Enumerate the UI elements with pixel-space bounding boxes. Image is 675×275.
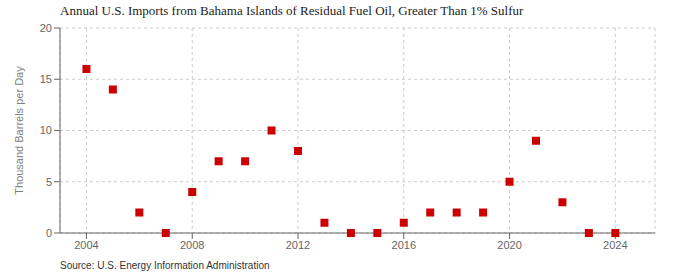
svg-text:2020: 2020 (497, 239, 521, 251)
svg-text:20: 20 (40, 22, 52, 34)
svg-text:0: 0 (46, 227, 52, 239)
svg-text:5: 5 (46, 176, 52, 188)
svg-text:10: 10 (40, 124, 52, 136)
svg-text:2024: 2024 (603, 239, 627, 251)
svg-text:15: 15 (40, 73, 52, 85)
svg-text:Thousand Barrels per Day: Thousand Barrels per Day (13, 66, 25, 195)
html-text:Source: U.S. Energy Informatio: Source: U.S. Energy Information Administ… (60, 260, 270, 271)
svg-text:2004: 2004 (74, 239, 98, 251)
svg-text:2012: 2012 (286, 239, 310, 251)
svg-text:2016: 2016 (392, 239, 416, 251)
html-text:Annual U.S. Imports from Baham: Annual U.S. Imports from Bahama Islands … (60, 3, 524, 18)
svg-text:2008: 2008 (180, 239, 204, 251)
